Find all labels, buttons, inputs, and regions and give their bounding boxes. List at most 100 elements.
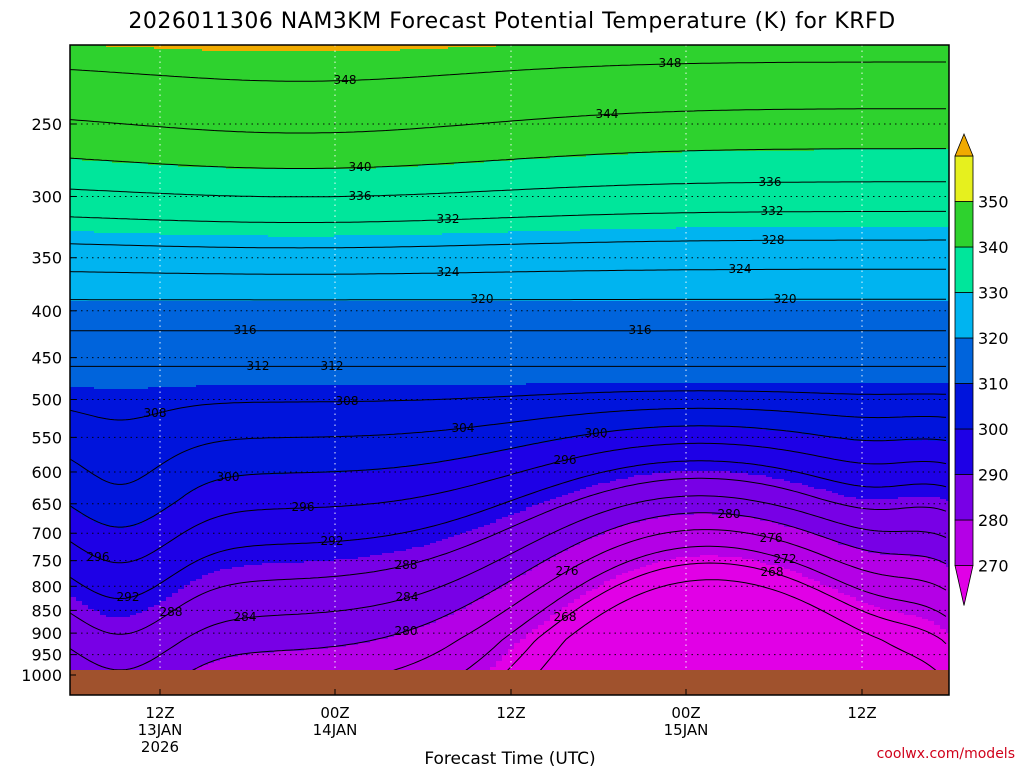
color-band-cell <box>388 469 395 554</box>
color-band-cell <box>280 475 287 564</box>
color-band-cell <box>682 557 689 695</box>
color-band-cell <box>112 47 119 164</box>
color-band-cell <box>364 169 371 236</box>
color-band-cell <box>802 227 809 302</box>
color-band-cell <box>838 149 845 228</box>
color-band-cell <box>88 45 95 162</box>
color-band-cell <box>328 301 335 386</box>
color-band-cell <box>400 385 407 468</box>
color-band-cell <box>262 563 269 654</box>
color-band-cell <box>592 155 599 230</box>
color-band-cell <box>892 383 899 442</box>
color-band-cell <box>514 301 521 386</box>
color-band-cell <box>880 441 887 500</box>
color-band-cell <box>472 233 479 302</box>
color-band-cell <box>922 149 929 228</box>
color-band-cell <box>514 577 521 644</box>
color-band-cell <box>754 383 761 430</box>
color-band-cell <box>910 383 917 442</box>
color-band-cell <box>424 545 431 626</box>
color-band-cell <box>130 389 137 528</box>
color-band-cell <box>910 301 917 384</box>
color-band-cell <box>844 301 851 384</box>
color-band-cell <box>118 163 125 234</box>
color-band-cell <box>430 49 437 166</box>
contour-lines <box>70 61 947 695</box>
color-band-cell <box>802 301 809 384</box>
color-band-cell <box>490 161 497 234</box>
color-band-cell <box>298 45 305 52</box>
contour-label: 324 <box>729 262 752 276</box>
color-band-cell <box>886 555 893 612</box>
color-band-cell <box>652 383 659 430</box>
color-band-cell <box>550 301 557 384</box>
color-band-cell <box>532 301 539 384</box>
color-band-cell <box>532 445 539 506</box>
color-band-cell <box>448 47 455 166</box>
color-band-cell <box>358 301 365 386</box>
color-band-cell <box>508 581 515 650</box>
color-band-cell <box>646 153 653 230</box>
color-band-cell <box>274 51 281 170</box>
color-band-cell <box>742 517 749 560</box>
contour-label: 300 <box>217 470 240 484</box>
y-tick-label: 800 <box>31 577 62 596</box>
color-band-cell <box>424 165 431 236</box>
color-band-cell <box>922 227 929 302</box>
color-band-cell <box>442 301 449 386</box>
color-band-cell <box>640 567 647 695</box>
color-band-cell <box>394 301 401 386</box>
color-band-cell <box>418 465 425 548</box>
color-band-cell <box>532 629 539 695</box>
color-band-cell <box>262 235 269 302</box>
color-band-cell <box>772 431 779 480</box>
color-band-cell <box>304 473 311 562</box>
color-band-cell <box>202 167 209 236</box>
color-band-cell <box>808 533 815 580</box>
color-band-cell <box>916 227 923 302</box>
color-band-cell <box>838 301 845 384</box>
color-band-cell <box>88 231 95 302</box>
color-band-cell <box>352 301 359 386</box>
color-band-cell <box>742 559 749 695</box>
color-band-cell <box>544 443 551 502</box>
color-band-cell <box>544 501 551 562</box>
color-band-cell <box>502 233 509 302</box>
color-band-cell <box>748 475 755 518</box>
color-band-cell <box>472 45 479 48</box>
colorbar-underflow-arrow <box>954 565 974 606</box>
color-band-cell <box>928 441 935 498</box>
color-band-cell <box>826 539 833 588</box>
color-band-cell <box>808 151 815 228</box>
colorbar-swatch <box>954 201 974 248</box>
color-band-cell <box>520 301 527 386</box>
isentrope-contour <box>70 268 946 275</box>
color-band-cell <box>904 441 911 498</box>
color-band-cell <box>94 301 101 390</box>
color-band-cell <box>172 503 179 594</box>
color-band-cell <box>892 227 899 302</box>
color-band-cell <box>850 227 857 302</box>
color-band-cell <box>466 301 473 386</box>
color-band-cell <box>364 45 371 52</box>
color-band-cell <box>334 45 341 52</box>
color-band-cell <box>664 517 671 562</box>
color-band-cell <box>892 149 899 228</box>
color-band-cell <box>622 525 629 574</box>
color-band-cell <box>442 385 449 462</box>
color-band-cell <box>526 383 533 446</box>
color-band-cell <box>394 635 401 695</box>
color-band-cell <box>790 433 797 484</box>
color-band-cell <box>724 227 731 302</box>
color-band-cell <box>820 537 827 586</box>
colorbar-label: 330 <box>978 284 1009 303</box>
color-band-cell <box>568 157 575 232</box>
color-band-cell <box>868 605 875 695</box>
color-band-cell <box>874 383 881 442</box>
color-band-cell <box>358 45 365 52</box>
color-band-cell <box>928 559 935 622</box>
colorbar-swatch <box>954 155 974 202</box>
color-band-cell <box>280 237 287 302</box>
color-band-cell <box>166 165 173 236</box>
color-band-cell <box>652 301 659 384</box>
